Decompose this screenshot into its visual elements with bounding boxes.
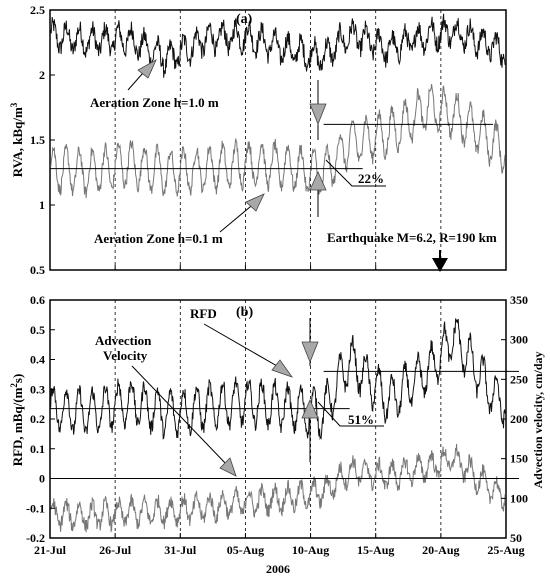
x-tick-label: 05-Aug bbox=[227, 543, 264, 557]
x-tick-label: 21-Jul bbox=[34, 543, 67, 557]
x-tick-label: 10-Aug bbox=[292, 543, 329, 557]
panel-a-mean-lines bbox=[50, 123, 493, 170]
panel-b: -0.2 -0.1 0 0.1 0.2 0.3 0.4 0.5 0.6 50 100 150 200 2… bbox=[9, 293, 545, 576]
y-tick-label: 1 bbox=[39, 198, 45, 212]
y-tick-label: 0.5 bbox=[30, 323, 45, 337]
y2-tick-label: 250 bbox=[510, 372, 528, 386]
x-tick-label: 15-Aug bbox=[357, 543, 394, 557]
panel-a-series bbox=[50, 13, 506, 199]
step-b-up-arrow-icon bbox=[301, 399, 319, 419]
step-down-arrow-icon bbox=[309, 103, 327, 126]
y-tick-label: 0.3 bbox=[30, 382, 45, 396]
panel-a-ylabel-main: RVA, kBq/m bbox=[10, 107, 25, 177]
y-tick-label: 2.5 bbox=[30, 3, 45, 17]
panel-a-annotations: Aeration Zone h=1.0 m Aeration Zone h=0.… bbox=[90, 59, 497, 272]
aeration-2-arrow-icon bbox=[245, 193, 265, 212]
x-tick-label: 20-Aug bbox=[422, 543, 459, 557]
annotation-advection-1: Advection bbox=[95, 333, 152, 348]
x-tick-label: 25-Aug bbox=[487, 543, 524, 557]
y-tick-label: 0.2 bbox=[30, 412, 45, 426]
annotation-percent-b: 51% bbox=[348, 412, 374, 427]
y-tick-label: 0.6 bbox=[30, 293, 45, 307]
annotation-percent-a: 22% bbox=[358, 171, 384, 186]
annotation-earthquake: Earthquake M=6.2, R=190 km bbox=[327, 230, 497, 245]
y-tick-label: 2 bbox=[39, 68, 45, 82]
y2-tick-label: 300 bbox=[510, 333, 528, 347]
x-tick-label: 31-Jul bbox=[164, 543, 197, 557]
series-line bbox=[50, 84, 506, 199]
panel-b-ylabel-suffix: s) bbox=[10, 374, 25, 383]
y-tick-label: 0 bbox=[39, 472, 45, 486]
panel-b-series bbox=[50, 318, 506, 533]
y-tick-label: -0.2 bbox=[26, 531, 45, 545]
y2-tick-label: 50 bbox=[510, 531, 522, 545]
series-line bbox=[50, 13, 506, 78]
panel-a-y-ticks: 0.5 1 1.5 2 2.5 bbox=[30, 3, 55, 277]
panel-b-ylabel-main: RFD, mBq/(m bbox=[10, 387, 25, 466]
panel-b-mean-lines bbox=[50, 370, 520, 479]
panel-b-y-ticks: -0.2 -0.1 0 0.1 0.2 0.3 0.4 0.5 0.6 bbox=[26, 293, 55, 545]
y-tick-label: -0.1 bbox=[26, 501, 45, 515]
panel-b-label: (b) bbox=[236, 305, 253, 320]
series-line-rfd bbox=[50, 318, 506, 440]
series-line-advection-velocity bbox=[50, 443, 506, 533]
y-tick-label: 0.5 bbox=[30, 263, 45, 277]
y2-tick-label: 350 bbox=[510, 293, 528, 307]
panel-b-xlabel: 2006 bbox=[266, 562, 290, 576]
annotation-advection-2: Velocity bbox=[103, 348, 148, 363]
y-tick-label: 0.1 bbox=[30, 442, 45, 456]
step-b-down-arrow-icon bbox=[301, 341, 319, 364]
y2-tick-label: 150 bbox=[510, 452, 528, 466]
panel-b-x-ticks: 21-Jul 26-Jul 31-Jul 05-Aug 10-Aug 15-Aug 20-A… bbox=[34, 533, 525, 557]
panel-b-ylabel-sup: 2 bbox=[9, 383, 19, 388]
advection-arrow-icon bbox=[219, 457, 237, 477]
annotation-aeration-2: Aeration Zone h=0.1 m bbox=[94, 231, 223, 246]
panel-a: 0.5 1 1.5 2 2.5 (a) RVA, kBq/m3 Aeration Zon… bbox=[9, 3, 507, 277]
panel-b-gridlines bbox=[114, 300, 442, 538]
panel-a-ylabel-sup: 3 bbox=[9, 102, 19, 107]
x-tick-label: 26-Jul bbox=[99, 543, 132, 557]
y2-tick-label: 100 bbox=[510, 491, 528, 505]
y-tick-label: 0.4 bbox=[30, 353, 45, 367]
y2-tick-label: 200 bbox=[510, 412, 528, 426]
panel-a-ylabel: RVA, kBq/m3 bbox=[9, 102, 25, 177]
earthquake-arrow-icon bbox=[432, 258, 448, 272]
panel-b-y2-ticks: 50 100 150 200 250 300 350 bbox=[501, 293, 528, 545]
panel-b-y2label: Advection velocity, cm/day bbox=[531, 352, 545, 489]
y-tick-label: 1.5 bbox=[30, 133, 45, 147]
annotation-aeration-1: Aeration Zone h=1.0 m bbox=[90, 95, 219, 110]
panel-b-ylabel: RFD, mBq/(m2s) bbox=[9, 374, 25, 467]
panel-b-annotations: RFD Advection Velocity 51% bbox=[95, 306, 384, 477]
aeration-1-arrow-icon bbox=[137, 59, 157, 79]
panel-a-label: (a) bbox=[236, 12, 253, 27]
rfd-arrow-icon bbox=[271, 359, 294, 378]
step-up-arrow-icon bbox=[309, 171, 327, 191]
annotation-rfd: RFD bbox=[190, 306, 217, 321]
